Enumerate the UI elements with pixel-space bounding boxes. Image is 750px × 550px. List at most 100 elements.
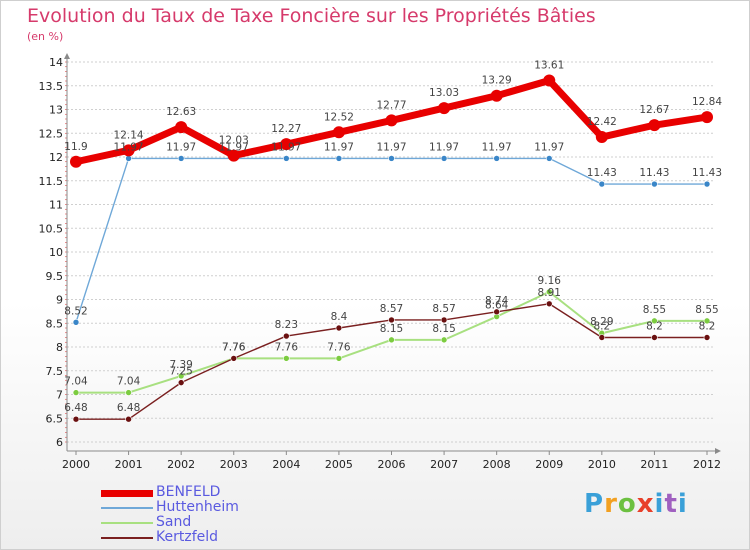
data-point-huttenheim [440, 155, 448, 162]
data-label-kertzfeld: 8.57 [432, 303, 455, 315]
data-point-kertzfeld [125, 415, 132, 423]
legend-label: BENFELD [156, 484, 221, 500]
x-tick-label: 2009 [535, 458, 563, 471]
data-label-sand: 7.04 [117, 376, 141, 388]
data-label-kertzfeld: 7.25 [169, 366, 192, 378]
axes: 6 6.5 7 7.5 8 8.5 9 9.5 10 10.5 11 11.5 12 12.5 13 13.5… [39, 53, 721, 471]
data-label-sand: 7.39 [169, 359, 192, 371]
x-tick-label: 2001 [115, 458, 143, 471]
data-point-sand [177, 372, 185, 380]
y-tick-label: 6.5 [46, 412, 64, 425]
legend-swatch [101, 507, 153, 509]
data-point-benfeld [70, 155, 82, 168]
x-tick-label: 2008 [483, 458, 511, 471]
data-point-benfeld [385, 114, 398, 127]
y-tick-label: 8.5 [46, 317, 64, 330]
data-label-huttenheim: 11.97 [429, 141, 459, 153]
y-tick-label: 12.5 [39, 127, 64, 140]
y-tick-label: 9 [56, 294, 63, 307]
data-point-sand [388, 336, 395, 344]
data-point-kertzfeld [703, 334, 711, 341]
data-label-huttenheim: 11.97 [271, 141, 301, 153]
chart-subtitle: (en %) [27, 30, 64, 43]
data-label-benfeld: 12.14 [114, 129, 144, 141]
series [70, 74, 713, 423]
y-tick-label: 13 [49, 104, 63, 117]
data-point-kertzfeld [335, 324, 343, 332]
data-label-sand: 8.15 [432, 323, 455, 335]
data-point-huttenheim [545, 155, 553, 162]
data-point-benfeld [280, 138, 293, 151]
data-label-huttenheim: 11.97 [534, 141, 564, 153]
data-point-benfeld [122, 144, 135, 157]
data-point-sand [335, 355, 343, 362]
data-point-benfeld [175, 121, 188, 134]
data-label-huttenheim: 11.97 [114, 141, 144, 153]
data-point-huttenheim [335, 155, 343, 162]
data-label-kertzfeld: 8.57 [380, 303, 403, 315]
legend-swatch [101, 522, 153, 524]
data-point-kertzfeld [493, 308, 500, 316]
data-label-sand: 8.64 [485, 300, 509, 312]
data-label-benfeld: 12.42 [587, 116, 617, 128]
data-point-kertzfeld [440, 316, 448, 324]
data-point-huttenheim [283, 155, 290, 162]
data-label-benfeld: 12.63 [166, 106, 196, 118]
chart-title: Evolution du Taux de Taxe Foncière sur l… [27, 5, 596, 27]
data-label-kertzfeld: 8.4 [331, 311, 348, 323]
data-label-sand: 7.76 [275, 341, 299, 353]
data-point-benfeld [595, 131, 608, 144]
data-point-benfeld [227, 149, 240, 162]
data-point-benfeld [332, 126, 345, 139]
y-tick-label: 12 [49, 151, 63, 164]
x-tick-label: 2004 [272, 458, 300, 471]
data-label-benfeld: 12.27 [271, 123, 301, 135]
data-label-benfeld: 11.9 [64, 141, 87, 153]
data-point-benfeld [438, 102, 451, 115]
y-tick-label: 13.5 [39, 80, 64, 93]
data-label-kertzfeld: 8.2 [593, 321, 610, 333]
data-point-huttenheim [493, 155, 500, 162]
y-tick-label: 7.5 [46, 365, 64, 378]
data-label-kertzfeld: 8.2 [699, 321, 716, 333]
x-tick-label: 2000 [62, 458, 90, 471]
data-point-huttenheim [72, 318, 80, 326]
data-label-sand: 7.76 [327, 341, 351, 353]
data-point-benfeld [490, 89, 503, 102]
legend-item-benfeld: BENFELD [101, 485, 361, 500]
legend-item-huttenheim: Huttenheim [101, 500, 361, 515]
data-point-sand [440, 336, 448, 344]
y-tick-label: 10.5 [39, 222, 64, 235]
data-labels: 11.9 12.14 12.63 12.03 12.27 12.52 12.77 13.03 1… [64, 60, 722, 415]
data-point-huttenheim [703, 180, 711, 188]
data-label-benfeld: 12.52 [324, 111, 354, 123]
data-label-benfeld: 13.03 [429, 87, 459, 99]
x-axis-arrow [715, 448, 721, 454]
data-label-sand: 7.76 [222, 341, 246, 353]
data-label-sand: 8.55 [643, 304, 666, 316]
data-label-sand: 7.04 [64, 376, 88, 388]
data-label-kertzfeld: 8.91 [538, 287, 561, 299]
x-tick-label: 2003 [220, 458, 248, 471]
legend-item-sand: Sand [101, 515, 361, 530]
x-tick-label: 2012 [693, 458, 721, 471]
data-label-sand: 9.16 [538, 275, 562, 287]
y-tick-label: 11 [49, 199, 63, 212]
data-label-kertzfeld: 6.48 [64, 402, 87, 414]
data-point-sand [545, 288, 553, 296]
x-tick-label: 2010 [588, 458, 616, 471]
data-point-kertzfeld [177, 379, 185, 386]
data-label-huttenheim: 11.97 [324, 141, 354, 153]
data-point-kertzfeld [388, 316, 395, 324]
data-label-huttenheim: 11.43 [639, 167, 669, 179]
x-tick-label: 2006 [378, 458, 406, 471]
data-point-benfeld [543, 74, 556, 87]
data-label-kertzfeld: 8.74 [485, 295, 509, 307]
legend-label: Kertzfeld [156, 529, 219, 545]
data-label-huttenheim: 8.52 [64, 305, 87, 317]
data-point-kertzfeld [651, 334, 658, 341]
data-label-huttenheim: 11.43 [692, 167, 722, 179]
data-point-sand [703, 317, 711, 325]
